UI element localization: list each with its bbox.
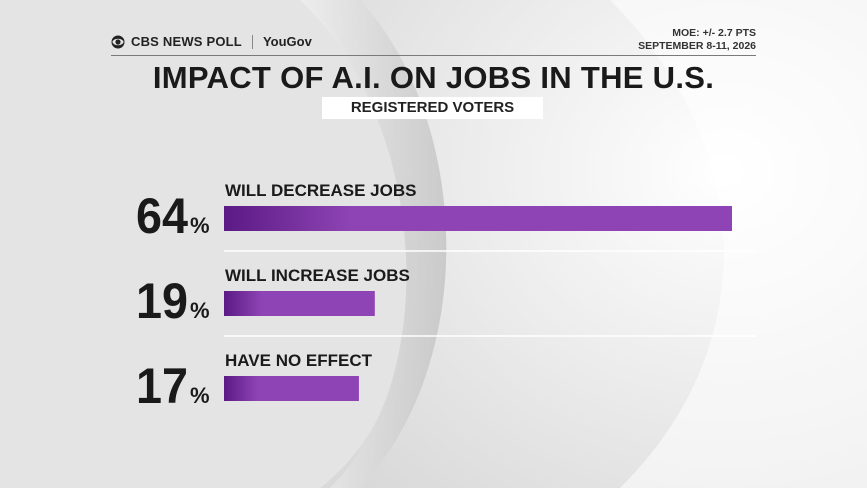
category-label: WILL DECREASE JOBS: [225, 181, 416, 200]
header-branding: CBS NEWS POLL YouGov: [111, 34, 312, 49]
moe-text: MOE: +/- 2.7 PTS: [672, 27, 756, 39]
value-label: 19: [136, 273, 188, 329]
category-label: HAVE NO EFFECT: [225, 351, 373, 370]
category-label: WILL INCREASE JOBS: [225, 266, 410, 285]
percent-sign: %: [190, 383, 210, 408]
brand-label: CBS NEWS POLL: [131, 34, 242, 49]
poll-date: SEPTEMBER 8-11, 2026: [638, 40, 756, 52]
poll-info: MOE: +/- 2.7 PTS SEPTEMBER 8-11, 2026: [638, 27, 756, 53]
chart-subtitle: REGISTERED VOTERS: [322, 97, 543, 119]
percent-sign: %: [190, 298, 210, 323]
partner-label: YouGov: [262, 34, 312, 49]
header-divider: [251, 34, 253, 49]
percent-sign: %: [190, 213, 210, 238]
value-label: 17: [136, 358, 188, 414]
value-label: 64: [136, 188, 188, 244]
bar: [224, 291, 375, 316]
cbs-eye-icon: [111, 35, 125, 48]
header-rule: [111, 55, 756, 56]
chart-title: IMPACT OF A.I. ON JOBS IN THE U.S.: [152, 60, 715, 95]
bar: [224, 376, 359, 401]
bar: [224, 206, 732, 231]
